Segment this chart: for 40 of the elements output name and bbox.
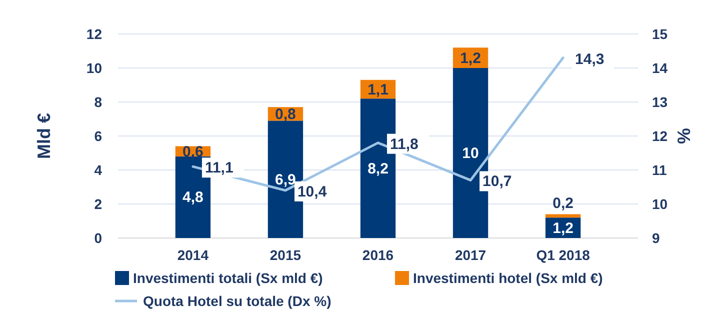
bar (545, 214, 581, 218)
x-tick-label: 2016 (362, 247, 394, 263)
x-tick-label: 2014 (177, 247, 209, 263)
y2-tick-label: 15 (652, 26, 668, 42)
y2-tick-label: 12 (652, 128, 668, 144)
y2-axis-title: % (674, 128, 694, 144)
y-tick-label: 10 (86, 60, 102, 76)
data-label: 14,3 (575, 50, 604, 68)
y2-tick-label: 11 (652, 162, 668, 178)
legend-label: Quota Hotel su totale (Dx %) (143, 293, 332, 309)
y2-tick-label: 13 (652, 94, 668, 110)
y2-tick-label: 9 (652, 230, 660, 246)
data-label: 1,2 (552, 220, 574, 237)
y-tick-label: 4 (94, 162, 102, 178)
y-tick-label: 8 (94, 94, 102, 110)
data-label: 10,7 (482, 173, 512, 190)
x-tick-label: 2017 (454, 247, 486, 263)
data-label: 0,2 (552, 195, 574, 212)
y-tick-label: 12 (86, 26, 102, 42)
data-label: 10 (462, 145, 479, 162)
y-tick-label: 0 (94, 230, 102, 246)
y-tick-label: 6 (94, 128, 102, 144)
y-tick-label: 2 (94, 196, 102, 212)
data-label: 10,4 (297, 183, 328, 200)
data-label: 6,9 (275, 171, 296, 188)
legend-label: Investimenti hotel (Sx mld €) (413, 270, 603, 286)
x-tick-label: Q1 2018 (536, 247, 590, 263)
data-label: 1,1 (368, 81, 388, 98)
y2-tick-label: 14 (652, 60, 668, 76)
legend-label: Investimenti totali (Sx mld €) (133, 270, 323, 286)
data-label: 4,8 (182, 189, 204, 206)
data-label: 1,2 (460, 50, 481, 67)
data-label: 11,1 (204, 160, 234, 177)
y-axis-title: Mld € (34, 112, 54, 160)
data-label: 8,2 (368, 160, 388, 178)
data-label: 0,6 (182, 143, 204, 160)
data-label: 0,8 (275, 106, 296, 123)
x-tick-label: 2015 (270, 247, 302, 263)
data-label: 11,8 (390, 136, 418, 153)
y2-tick-label: 10 (652, 196, 668, 212)
